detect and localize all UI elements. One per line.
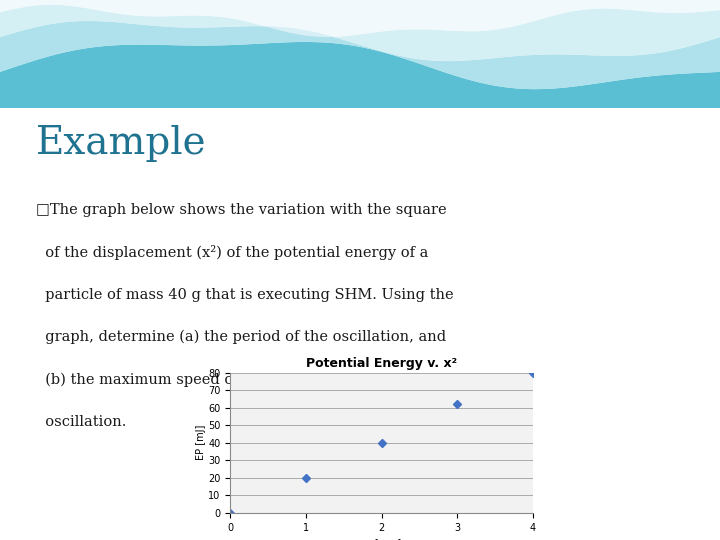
Polygon shape: [0, 0, 720, 37]
Text: particle of mass 40 g that is executing SHM. Using the: particle of mass 40 g that is executing …: [36, 288, 454, 302]
Text: oscillation.: oscillation.: [36, 415, 127, 429]
Text: graph, determine (a) the period of the oscillation, and: graph, determine (a) the period of the o…: [36, 330, 446, 345]
Polygon shape: [0, 42, 720, 108]
Text: Example: Example: [36, 125, 207, 163]
Polygon shape: [0, 5, 720, 61]
Text: of the displacement (x²) of the potential energy of a: of the displacement (x²) of the potentia…: [36, 245, 428, 260]
Title: Potential Energy v. x²: Potential Energy v. x²: [306, 357, 457, 370]
X-axis label: x₂ [cm₂]: x₂ [cm₂]: [362, 538, 401, 540]
Text: (b) the maximum speed of the particle during an: (b) the maximum speed of the particle du…: [36, 373, 406, 387]
Polygon shape: [0, 21, 720, 89]
Y-axis label: EP [mJ]: EP [mJ]: [196, 425, 205, 461]
Text: □The graph below shows the variation with the square: □The graph below shows the variation wit…: [36, 203, 446, 217]
